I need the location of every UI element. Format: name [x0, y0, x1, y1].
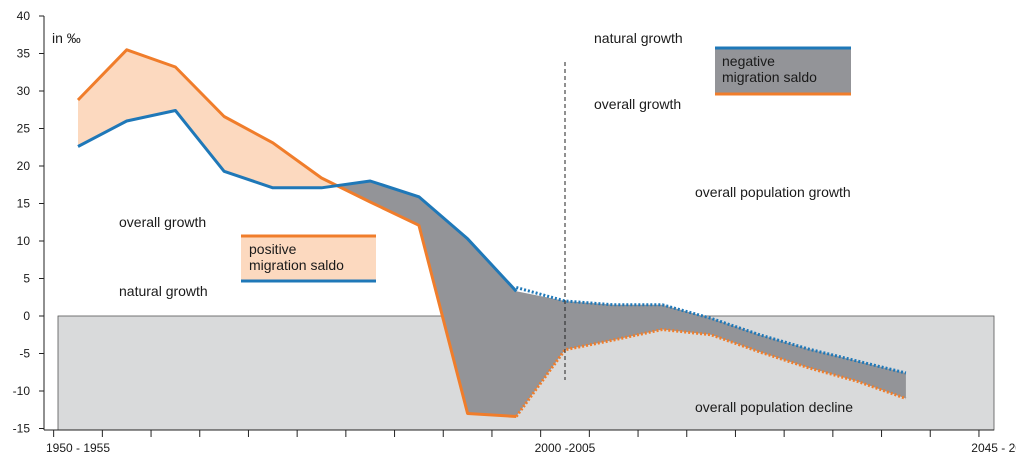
y-tick-label: 25 — [17, 122, 31, 136]
y-tick-label: 20 — [17, 159, 31, 173]
y-tick-label: 35 — [17, 47, 31, 61]
decline-region-label: overall population decline — [695, 399, 853, 415]
y-tick-label: 10 — [17, 234, 31, 248]
negative-migration-area — [336, 181, 906, 417]
y-tick-label: 40 — [17, 9, 31, 23]
y-tick-label: -15 — [13, 422, 31, 436]
legend-negative-label-1: negative — [722, 53, 775, 69]
y-tick-label: -10 — [13, 384, 31, 398]
positive-migration-area — [78, 49, 337, 188]
x-tick-label: 1950 - 1955 — [46, 441, 110, 455]
x-tick-label: 2045 - 2050 — [971, 441, 1016, 455]
y-tick-label: 5 — [23, 272, 30, 286]
legend-overall-growth-label: overall growth — [119, 214, 206, 230]
axes-layer: 40 35 30 25 20 15 10 5 0 -5 -10 -15 1950 - 1955 2000 … — [13, 9, 1016, 455]
y-tick-label: 0 — [23, 309, 30, 323]
y-tick-label: 30 — [17, 84, 31, 98]
legend-positive-band — [241, 236, 376, 281]
text-layer: in ‰ overall population growth overall pop… — [52, 30, 853, 415]
legend-positive-label-2: migration saldo — [249, 257, 344, 273]
fill-layer — [78, 49, 906, 417]
legend-natural-growth-label: natural growth — [119, 283, 208, 299]
legend-negative-label-2: migration saldo — [722, 69, 817, 85]
x-tick-label: 2000 -2005 — [535, 441, 596, 455]
unit-label: in ‰ — [52, 30, 81, 46]
series-layer — [76, 48, 907, 418]
legend-overall-growth-label-2: overall growth — [594, 96, 681, 112]
legend-positive-label-1: positive — [249, 241, 297, 257]
y-tick-label: 15 — [17, 197, 31, 211]
legend-natural-growth-label-2: natural growth — [594, 30, 683, 46]
growth-region-label: overall population growth — [695, 184, 851, 200]
legend-negative-band — [715, 48, 851, 94]
overall-growth-line — [76, 48, 517, 418]
natural-growth-line — [77, 109, 518, 293]
y-tick-label: -5 — [19, 347, 30, 361]
